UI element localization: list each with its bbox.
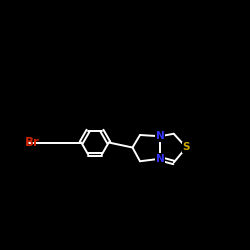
Text: S: S xyxy=(182,142,190,152)
Text: N: N xyxy=(156,154,164,164)
Text: N: N xyxy=(156,131,164,141)
Text: Br: Br xyxy=(25,136,40,149)
